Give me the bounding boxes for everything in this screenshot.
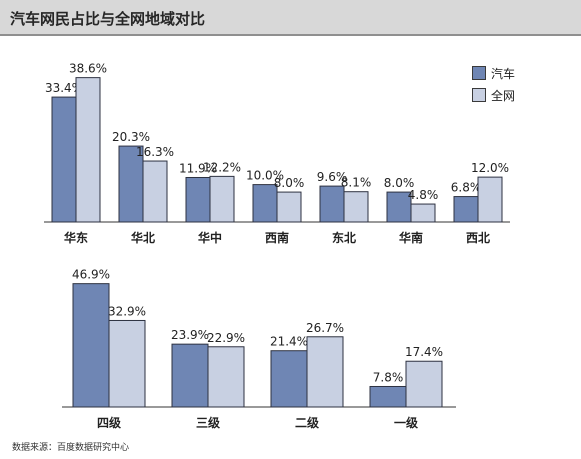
data-label-all-3: 8.0% <box>274 176 305 190</box>
legend-swatch-car <box>472 66 486 80</box>
bar-car-2 <box>185 176 211 223</box>
bar-all-4 <box>343 191 369 223</box>
bar-car-0 <box>51 96 77 223</box>
bar-car-1 <box>171 343 209 408</box>
chart-2: 46.9% 32.9% 四级 23.9%22.9% 三级 21.4%26.7% 二级 7.8%… <box>62 268 456 430</box>
legend-label-car: 汽车 <box>491 66 516 81</box>
legend: 汽车 全网 <box>472 62 515 106</box>
bar-all-3 <box>276 191 302 223</box>
bar-car-0 <box>72 283 110 408</box>
category-label-0: 华东 <box>64 230 88 245</box>
bar-car-4 <box>319 185 345 223</box>
category-label-0: 四级 <box>97 415 121 430</box>
legend-item-all: 全网 <box>472 84 515 106</box>
data-label-all-1: 22.9% <box>207 331 245 345</box>
bar-all-0 <box>75 77 101 223</box>
bar-car-3 <box>252 184 278 223</box>
data-label-car-3: 10.0% <box>246 169 284 183</box>
data-label-all-4: 8.1% <box>341 176 372 190</box>
data-label-car-0: 46.9% <box>72 268 110 282</box>
category-label-5: 华南 <box>399 230 423 245</box>
data-label-car-1: 20.3% <box>112 130 150 144</box>
data-label-car-3: 7.8% <box>373 370 404 384</box>
bar-car-6 <box>453 196 479 223</box>
category-label-3: 一级 <box>394 415 418 430</box>
bar-car-2 <box>270 350 308 408</box>
data-label-all-0: 32.9% <box>108 304 146 318</box>
data-label-car-2: 11.9% <box>179 161 217 175</box>
source-note: 数据来源：百度数据研究中心 <box>12 443 130 453</box>
data-label-all-0: 38.6% <box>69 62 107 76</box>
bar-all-2 <box>306 336 344 408</box>
legend-swatch-all <box>472 88 486 102</box>
legend-label-all: 全网 <box>491 88 516 103</box>
data-label-all-1: 16.3% <box>136 145 174 159</box>
chart-1: 33.4% 38.6% 华东 20.3%16.3% 华北 11.9%12.2% 华中 10.0… <box>44 62 510 245</box>
data-label-car-0: 33.4% <box>45 81 83 95</box>
data-label-car-6: 6.8% <box>451 181 482 195</box>
data-label-all-5: 4.8% <box>408 188 439 202</box>
data-label-car-2: 21.4% <box>270 335 308 349</box>
category-label-4: 东北 <box>332 230 356 245</box>
bar-all-6 <box>477 176 503 223</box>
bar-all-1 <box>207 346 245 408</box>
data-label-car-1: 23.9% <box>171 328 209 342</box>
bar-all-2 <box>209 175 235 223</box>
bar-all-1 <box>142 160 168 223</box>
legend-item-car: 汽车 <box>472 62 515 84</box>
page-title: 汽车网民占比与全网地域对比 <box>10 10 206 28</box>
data-label-car-4: 9.6% <box>317 170 348 184</box>
category-label-2: 华中 <box>198 230 222 245</box>
data-label-all-2: 12.2% <box>203 160 241 174</box>
category-label-3: 西南 <box>265 230 289 245</box>
data-label-car-5: 8.0% <box>384 176 415 190</box>
category-label-2: 二级 <box>295 415 319 430</box>
bar-all-3 <box>405 360 443 408</box>
data-label-all-3: 17.4% <box>405 345 443 359</box>
bar-all-5 <box>410 203 436 223</box>
bar-car-3 <box>369 385 407 408</box>
bar-all-0 <box>108 319 146 408</box>
data-label-all-2: 26.7% <box>306 321 344 335</box>
category-label-1: 华北 <box>131 230 155 245</box>
category-label-1: 三级 <box>196 415 220 430</box>
data-label-all-6: 12.0% <box>471 161 509 175</box>
category-label-6: 西北 <box>466 230 490 245</box>
header-bar: 汽车网民占比与全网地域对比 <box>0 0 581 36</box>
